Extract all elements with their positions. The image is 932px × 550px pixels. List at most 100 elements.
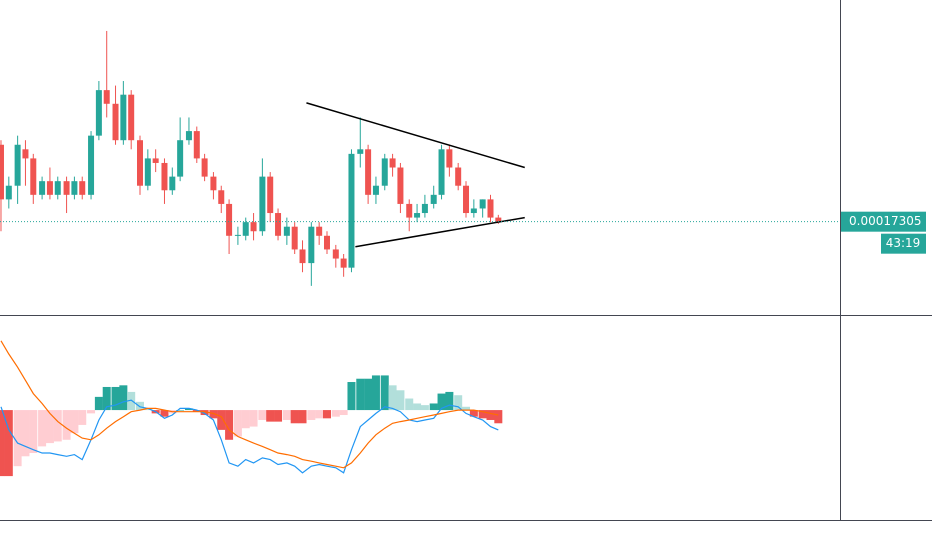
candle-body xyxy=(421,203,428,214)
histogram-bar xyxy=(184,408,193,411)
histogram-bar xyxy=(258,410,267,420)
histogram-bar xyxy=(331,410,340,417)
candle-body xyxy=(479,199,486,209)
trend-line xyxy=(355,216,525,248)
candle-body xyxy=(381,158,388,186)
candle-body xyxy=(161,162,168,191)
candle-body xyxy=(22,149,29,159)
macd-line xyxy=(0,399,499,474)
candle-body xyxy=(169,176,176,191)
candle-body xyxy=(39,181,46,195)
candle-body xyxy=(30,158,37,195)
histogram-bar xyxy=(241,410,250,429)
candle-body xyxy=(283,226,290,236)
histogram-bar xyxy=(380,375,389,411)
candle-body xyxy=(340,258,347,268)
candle-body xyxy=(226,203,233,236)
trend-line xyxy=(306,102,525,169)
candle-body xyxy=(120,94,127,141)
candle-body xyxy=(463,185,470,214)
histogram-bar xyxy=(21,410,30,457)
histogram-bar xyxy=(445,391,454,411)
histogram-bar xyxy=(249,410,258,427)
candle-body xyxy=(308,226,315,264)
candle-body xyxy=(446,149,453,168)
candle-body xyxy=(14,144,21,186)
candle-body xyxy=(201,158,208,177)
histogram-bar xyxy=(429,403,438,411)
last-price-box xyxy=(841,211,926,232)
histogram-bar xyxy=(413,403,422,411)
histogram-bar xyxy=(274,410,283,422)
candle-body xyxy=(299,249,306,264)
histogram-bar xyxy=(307,410,316,420)
histogram-bar xyxy=(4,410,13,477)
candle-body xyxy=(291,226,298,250)
histogram-bar xyxy=(94,396,103,411)
histogram-bar xyxy=(45,410,54,444)
candle-body xyxy=(495,217,502,222)
candle-body xyxy=(144,158,151,186)
candle-body xyxy=(218,190,225,204)
candle-body xyxy=(152,158,159,163)
candle-body xyxy=(193,131,200,159)
histogram-bar xyxy=(0,410,5,477)
histogram-bar xyxy=(420,405,429,411)
candle-body xyxy=(242,222,249,236)
histogram-bar xyxy=(469,410,478,417)
histogram-bar xyxy=(339,410,348,416)
candle-body xyxy=(438,149,445,195)
candle-body xyxy=(79,181,86,195)
histogram-bar xyxy=(494,410,503,424)
histogram-bar xyxy=(396,390,405,411)
candle-body xyxy=(259,176,266,232)
histogram-bar xyxy=(38,410,47,447)
histogram-bar xyxy=(200,410,209,416)
histogram-bar xyxy=(462,406,471,411)
histogram-bar xyxy=(437,393,446,411)
candle-body xyxy=(54,181,61,195)
histogram-bar xyxy=(70,410,79,434)
histogram-bar xyxy=(454,395,463,411)
candle-body xyxy=(103,90,110,104)
histogram-bar xyxy=(225,410,234,440)
candle-body xyxy=(357,149,364,154)
countdown-label: 43:19 xyxy=(886,236,921,250)
candle-body xyxy=(250,222,257,232)
histogram-bar xyxy=(217,410,226,430)
histogram-bar xyxy=(119,385,128,411)
histogram-bar xyxy=(364,378,373,411)
histogram-bar xyxy=(266,410,275,422)
histogram-bar xyxy=(78,410,87,425)
candle-body xyxy=(323,235,330,250)
candle-body xyxy=(389,158,396,168)
histogram-bar xyxy=(356,378,365,411)
histogram-bar xyxy=(233,410,242,437)
histogram-bar xyxy=(315,410,324,419)
histogram-bar xyxy=(13,410,22,467)
histogram-bar xyxy=(127,391,136,411)
candle-body xyxy=(234,234,241,236)
candle-body xyxy=(63,181,70,195)
histogram-bar xyxy=(29,410,38,453)
histogram-bar xyxy=(111,386,120,411)
candle-body xyxy=(414,213,421,218)
candle-body xyxy=(372,185,379,195)
candle-body xyxy=(430,194,437,204)
candle-body xyxy=(365,149,372,195)
candle-body xyxy=(397,167,404,204)
last-price-label: 0.00017305 xyxy=(849,214,922,228)
candle-body xyxy=(71,181,78,195)
histogram-bar xyxy=(192,410,201,412)
histogram-bar xyxy=(388,385,397,411)
histogram-bar xyxy=(282,410,291,420)
candle-body xyxy=(5,185,12,200)
candle-body xyxy=(332,249,339,259)
histogram-bar xyxy=(322,410,331,419)
histogram-bar xyxy=(53,410,62,442)
candle-body xyxy=(112,103,119,141)
candle-body xyxy=(88,135,95,195)
histogram-bar xyxy=(160,410,169,417)
histogram-bar xyxy=(87,410,96,414)
